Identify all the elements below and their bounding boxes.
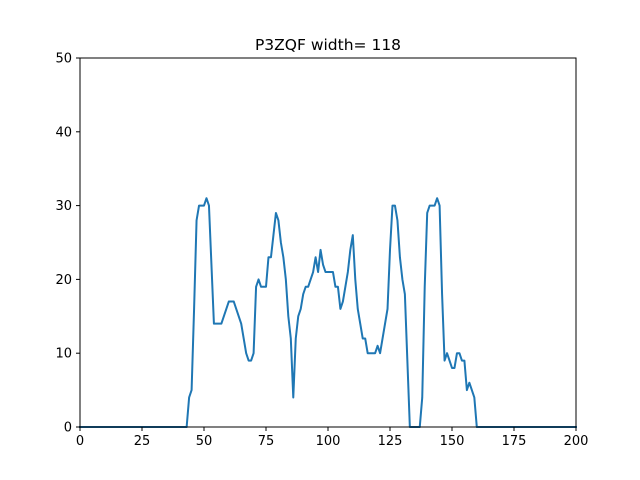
plot-area bbox=[79, 197, 577, 428]
y-tick-label-5: 50 bbox=[55, 52, 72, 67]
y-tick-label-4: 40 bbox=[55, 125, 72, 140]
axes: 0 25 50 75 100 125 150 175 200 0 10 20 30 40 50 bbox=[55, 52, 588, 450]
x-tick-label-5: 125 bbox=[378, 434, 403, 449]
x-tick-label-4: 100 bbox=[316, 434, 341, 449]
y-tick-label-2: 20 bbox=[55, 273, 72, 288]
x-tick-label-1: 25 bbox=[134, 434, 151, 449]
x-tick-label-3: 75 bbox=[258, 434, 275, 449]
x-tick-label-7: 175 bbox=[502, 434, 527, 449]
x-tick-label-6: 150 bbox=[440, 434, 465, 449]
series-line-0 bbox=[79, 197, 577, 428]
x-tick-label-0: 0 bbox=[76, 434, 84, 449]
chart-title: P3ZQF width= 118 bbox=[255, 36, 401, 54]
y-tick-label-1: 10 bbox=[55, 347, 72, 362]
y-tick-label-3: 30 bbox=[55, 199, 72, 214]
x-tick-label-2: 50 bbox=[196, 434, 213, 449]
y-tick-label-0: 0 bbox=[64, 421, 72, 436]
x-tick-label-8: 200 bbox=[564, 434, 589, 449]
